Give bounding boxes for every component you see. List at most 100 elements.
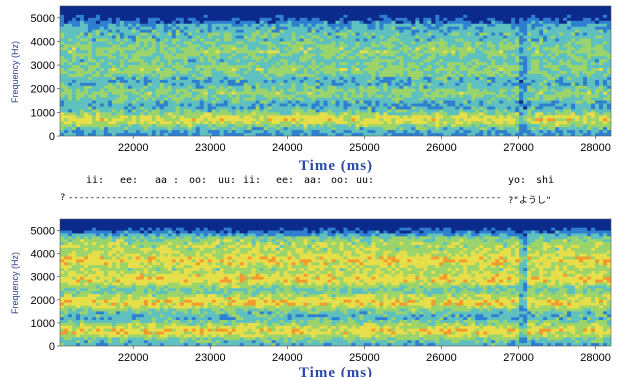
spectrogram-cell <box>383 100 388 105</box>
spectrogram-cell <box>75 47 81 51</box>
spectrogram-cell <box>511 32 516 37</box>
spectrogram-cell <box>287 68 293 72</box>
spectrogram-cell <box>147 118 153 122</box>
spectrogram-cell <box>487 29 492 34</box>
spectrogram-cell <box>155 8 161 13</box>
spectrogram-cell <box>115 20 121 25</box>
spectrogram-cell <box>295 82 301 87</box>
spectrogram-cell <box>355 47 361 51</box>
spectrogram-cell <box>419 121 424 125</box>
spectrogram-cell <box>471 133 476 136</box>
spectrogram-cell <box>159 20 165 25</box>
spectrogram-cell <box>159 38 165 43</box>
spectrogram-cell <box>99 11 105 16</box>
spectrogram-cell <box>507 56 512 60</box>
spectrogram-cell <box>343 106 349 110</box>
spectrogram-cell <box>179 20 185 25</box>
spectrogram-cell <box>403 121 408 125</box>
spectrogram-cell <box>343 73 349 78</box>
spectrogram-cell <box>499 85 504 90</box>
spectrogram-cell <box>495 76 500 81</box>
spectrogram-cell <box>99 79 105 84</box>
spectrogram-cell <box>187 44 193 48</box>
spectrogram-cell <box>243 79 249 84</box>
spectrogram-cell <box>455 44 460 48</box>
spectrogram-cell <box>303 11 309 16</box>
spectrogram-cell <box>223 130 229 134</box>
spectrogram-cell <box>75 23 81 28</box>
spectrogram-cell <box>339 85 345 90</box>
spectrogram-cell <box>119 97 125 102</box>
spectrogram-cell <box>311 115 317 119</box>
spectrogram-cell <box>451 62 456 66</box>
spectrogram-cell <box>415 32 420 37</box>
spectrogram-cell <box>259 88 265 93</box>
spectrogram-cell <box>479 94 484 99</box>
spectrogram-cell <box>139 118 145 122</box>
spectrogram-cell <box>299 97 305 102</box>
spectrogram-cell <box>147 8 153 13</box>
spectrogram-cell <box>159 35 165 40</box>
spectrogram-cell <box>287 76 293 81</box>
spectrogram-cell <box>463 88 468 93</box>
spectrogram-cell <box>335 85 341 90</box>
spectrogram-cell <box>179 109 185 113</box>
spectrogram-cell <box>455 62 460 66</box>
spectrogram-cell <box>399 8 404 13</box>
spectrogram-cell <box>107 44 113 48</box>
spectrogram-cell <box>243 32 249 37</box>
spectrogram-cell <box>263 29 269 34</box>
spectrogram-cell <box>443 82 448 87</box>
spectrogram-cell <box>187 17 193 22</box>
spectrogram-cell <box>191 79 197 84</box>
spectrogram-cell <box>119 50 125 54</box>
spectrogram-cell <box>391 109 396 113</box>
spectrogram-cell <box>403 79 408 84</box>
spectrogram-cell <box>331 56 337 60</box>
spectrogram-cell <box>387 106 392 110</box>
spectrogram-cell <box>287 127 293 131</box>
spectrogram-cell <box>75 85 81 90</box>
spectrogram-cell <box>279 59 285 63</box>
spectrogram-cell <box>271 65 277 69</box>
spectrogram-cell <box>63 112 69 116</box>
spectrogram-cell <box>447 71 452 75</box>
spectrogram-cell <box>107 121 113 125</box>
spectrogram-cell <box>507 85 512 90</box>
spectrogram-cell <box>267 100 273 105</box>
spectrogram-cell <box>447 109 452 113</box>
spectrogram-cell <box>123 53 129 57</box>
spectrogram-cell <box>275 41 281 45</box>
spectrogram-cell <box>115 6 121 10</box>
spectrogram-cell <box>287 8 293 13</box>
spectrogram-cell <box>339 73 345 78</box>
spectrogram-cell <box>503 50 508 54</box>
spectrogram-cell <box>271 73 277 78</box>
spectrogram-cell <box>127 38 133 43</box>
spectrogram-cell <box>343 23 349 28</box>
spectrogram-cell <box>439 130 444 134</box>
spectrogram-cell <box>199 8 205 13</box>
spectrogram-cell <box>343 76 349 81</box>
spectrogram-cell <box>419 23 424 28</box>
spectrogram-cell <box>127 41 133 45</box>
spectrogram-cell <box>299 94 305 99</box>
spectrogram-cell <box>115 118 121 122</box>
spectrogram-cell <box>219 103 225 108</box>
spectrogram-cell <box>491 14 496 19</box>
spectrogram-cell <box>459 11 464 16</box>
spectrogram-cell <box>395 44 400 48</box>
spectrogram-cell <box>379 106 385 110</box>
spectrogram-cell <box>79 121 85 125</box>
spectrogram-cell <box>463 44 468 48</box>
spectrogram-cell <box>387 91 392 96</box>
spectrogram-cell <box>187 38 193 43</box>
spectrogram-cell <box>347 103 353 108</box>
spectrogram-cell <box>403 97 408 102</box>
spectrogram-cell <box>467 14 472 19</box>
spectrogram-cell <box>391 82 396 87</box>
spectrogram-cell <box>283 88 289 93</box>
spectrogram-cell <box>335 71 341 75</box>
spectrogram-cell <box>139 14 145 19</box>
spectrogram-cell <box>255 47 261 51</box>
